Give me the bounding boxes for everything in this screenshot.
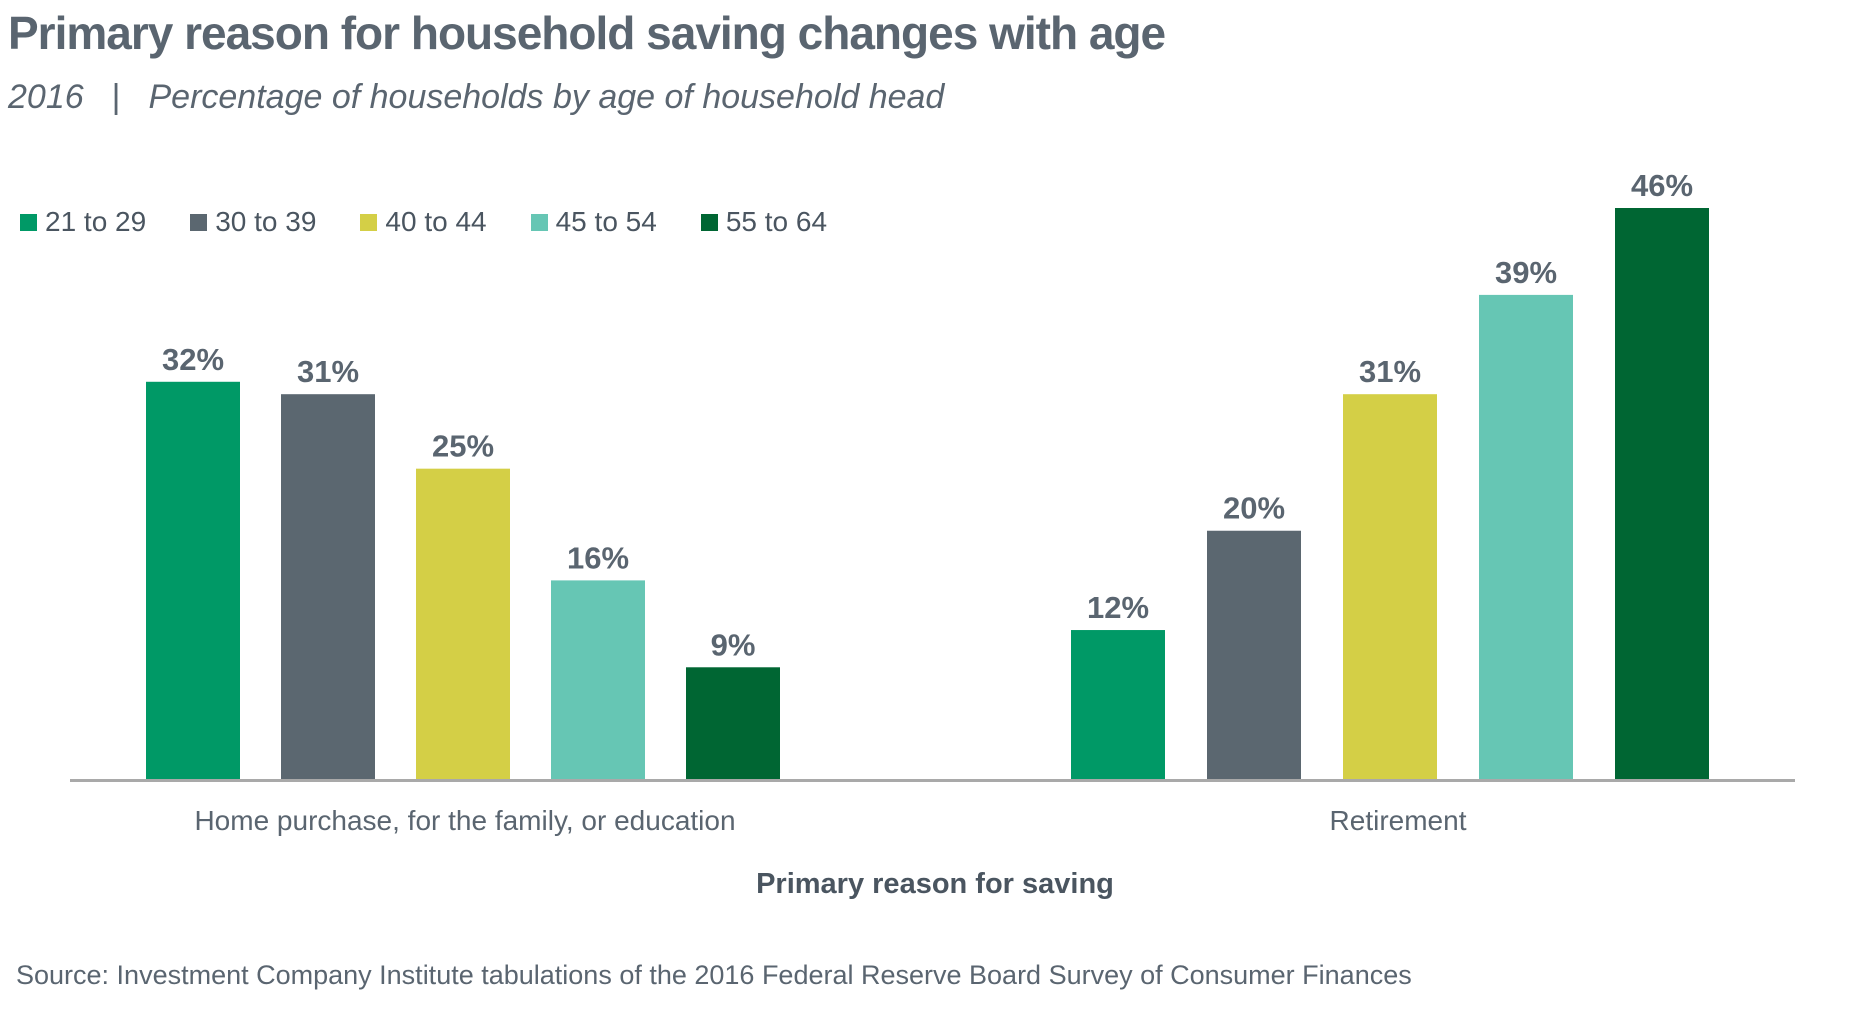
data-label: 39% [1495, 255, 1557, 290]
legend-label: 55 to 64 [725, 206, 828, 237]
chart-legend: 21 to 29 30 to 39 40 to 44 45 to 54 55 to 64 [20, 206, 871, 238]
legend-item: 40 to 44 [360, 206, 487, 238]
data-label: 46% [1631, 168, 1693, 203]
legend-swatch [700, 213, 718, 231]
source-note: Source: Investment Company Institute tab… [16, 960, 1412, 990]
bar [1615, 208, 1709, 779]
chart-subtitle: 2016 | Percentage of households by age of … [8, 78, 944, 117]
bar-chart: 32% 31% 25% 16% 9% Home purchase, for the fam… [70, 168, 1795, 900]
legend-label: 30 to 39 [215, 206, 317, 237]
legend-item: 45 to 54 [530, 206, 657, 238]
legend-label: 45 to 54 [555, 206, 657, 237]
data-label: 31% [1359, 354, 1421, 389]
bar [1479, 294, 1573, 779]
category-label: Home purchase, for the family, or educat… [194, 805, 735, 836]
bar [281, 394, 375, 779]
chart-title: Primary reason for household saving chan… [8, 7, 1166, 59]
x-axis-title: Primary reason for saving [756, 868, 1114, 900]
data-label: 31% [297, 354, 359, 389]
subtitle-separator: | [111, 78, 121, 116]
bar [686, 667, 780, 779]
legend-label: 40 to 44 [385, 206, 487, 237]
legend-swatch [20, 213, 37, 231]
bar [416, 468, 510, 779]
legend-swatch [530, 213, 548, 231]
data-label: 20% [1223, 491, 1285, 526]
data-label: 25% [432, 429, 494, 464]
data-label: 12% [1087, 590, 1149, 625]
bar [146, 381, 240, 779]
bar [551, 580, 645, 779]
legend-swatch [190, 213, 208, 231]
legend-label: 21 to 29 [45, 206, 147, 237]
bar [1343, 394, 1437, 779]
data-label: 16% [567, 540, 629, 575]
data-label: 9% [711, 627, 756, 662]
data-label: 32% [162, 342, 224, 377]
legend-swatch [360, 213, 378, 231]
subtitle-text: Percentage of households by age of house… [148, 78, 945, 116]
legend-item: 21 to 29 [20, 206, 146, 238]
legend-item: 30 to 39 [190, 206, 316, 238]
bar [1071, 630, 1165, 779]
category-label: Retirement [1330, 805, 1467, 836]
subtitle-year: 2016 [8, 78, 84, 116]
bar [1207, 530, 1301, 779]
legend-item: 55 to 64 [700, 206, 828, 238]
